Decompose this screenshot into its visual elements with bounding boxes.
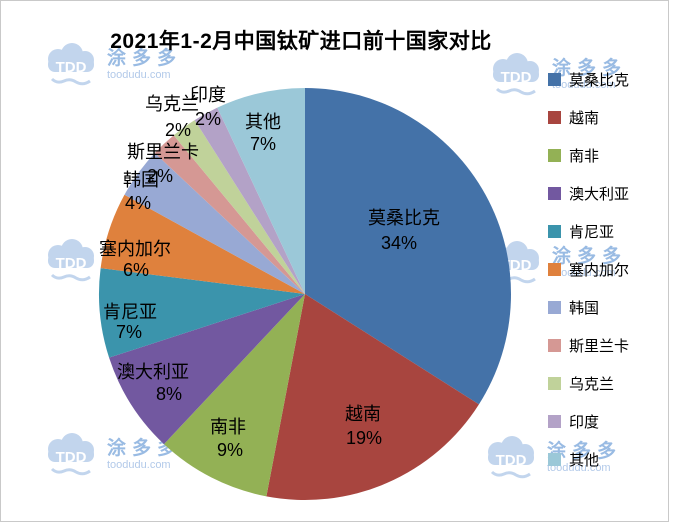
legend-swatch-icon	[548, 300, 561, 314]
legend-label: 印度	[569, 413, 600, 431]
chart-title: 2021年1-2月中国钛矿进口前十国家对比	[110, 30, 492, 53]
slice-label-percent-6: 4%	[125, 193, 151, 213]
legend-label: 其他	[569, 451, 600, 469]
legend-item-9[interactable]: 印度	[548, 402, 629, 440]
legend-label: 塞内加尔	[569, 261, 630, 279]
slice-label-percent-10: 7%	[250, 134, 276, 154]
watermark-brand: 涂多多	[107, 437, 183, 459]
tdd-logo-text: TDD	[501, 69, 532, 86]
legend-item-10[interactable]: 其他	[548, 440, 629, 478]
pie-slice-2[interactable]	[163, 294, 305, 497]
pie-slice-8[interactable]	[173, 120, 305, 294]
watermark-brand: 涂多多	[547, 440, 623, 462]
tdd-cloud-logo-icon: TDD	[48, 239, 94, 282]
watermark-url: toodudu.com	[552, 266, 616, 279]
legend-item-8[interactable]: 乌克兰	[548, 364, 629, 402]
tdd-logo-text: TDD	[496, 452, 527, 469]
legend-swatch-icon	[548, 186, 561, 200]
slice-label-name-0: 莫桑比克	[368, 208, 440, 228]
pie-slice-3[interactable]	[109, 294, 305, 445]
legend-label: 澳大利亚	[569, 185, 630, 203]
pie-slice-5[interactable]	[100, 194, 306, 294]
legend-item-6[interactable]: 韩国	[548, 288, 629, 326]
pie-slice-7[interactable]	[154, 135, 305, 294]
slice-label-percent-8: 2%	[165, 120, 191, 140]
legend-item-5[interactable]: 塞内加尔	[548, 250, 629, 288]
legend-item-2[interactable]: 南非	[548, 136, 629, 174]
watermark-brand: 涂多多	[552, 245, 628, 267]
slice-label-name-8: 乌克兰	[145, 94, 199, 114]
slice-label-name-9: 印度	[190, 85, 226, 105]
tdd-logo-text: TDD	[56, 255, 87, 272]
legend-swatch-icon	[548, 72, 561, 86]
watermark-url: toodudu.com	[107, 458, 171, 471]
pie-slice-9[interactable]	[194, 107, 305, 294]
legend-swatch-icon	[548, 452, 561, 466]
slice-label-name-6: 韩国	[123, 170, 159, 190]
slice-label-name-7: 斯里兰卡	[127, 142, 199, 162]
watermark-brand: 涂多多	[552, 57, 628, 79]
legend-item-4[interactable]: 肯尼亚	[548, 212, 629, 250]
watermark-url: toodudu.com	[552, 78, 616, 91]
watermark-url: toodudu.com	[107, 68, 171, 81]
legend-swatch-icon	[548, 148, 561, 162]
legend-item-0[interactable]: 莫桑比克	[548, 60, 629, 98]
tdd-cloud-logo-icon: TDD	[48, 433, 94, 476]
legend-swatch-icon	[548, 262, 561, 276]
legend-item-1[interactable]: 越南	[548, 98, 629, 136]
legend: 莫桑比克越南南非澳大利亚肯尼亚塞内加尔韩国斯里兰卡乌克兰印度其他	[548, 60, 629, 478]
legend-label: 肯尼亚	[569, 223, 615, 241]
pie-slice-1[interactable]	[266, 294, 479, 500]
pie-slice-10[interactable]	[217, 88, 305, 294]
legend-label: 斯里兰卡	[569, 337, 630, 355]
legend-label: 莫桑比克	[569, 71, 630, 89]
legend-swatch-icon	[548, 110, 561, 124]
pie-slice-0[interactable]	[305, 88, 511, 405]
slice-label-name-10: 其他	[245, 112, 281, 132]
tdd-cloud-logo-icon: TDD	[493, 53, 539, 96]
legend-swatch-icon	[548, 414, 561, 428]
slice-label-name-5: 塞内加尔	[99, 239, 171, 259]
tdd-logo-text: TDD	[56, 59, 87, 76]
slice-label-percent-9: 2%	[195, 109, 221, 129]
watermark-url: toodudu.com	[547, 461, 611, 474]
slice-label-percent-4: 7%	[116, 322, 142, 342]
slice-label-percent-1: 19%	[346, 428, 382, 448]
pie-slice-4[interactable]	[98, 268, 305, 358]
tdd-logo-text: TDD	[56, 449, 87, 466]
slice-label-name-3: 澳大利亚	[117, 362, 189, 382]
legend-swatch-icon	[548, 338, 561, 352]
pie-slice-6[interactable]	[124, 152, 305, 294]
tdd-cloud-logo-icon: TDD	[488, 436, 534, 479]
slice-label-percent-3: 8%	[156, 384, 182, 404]
slice-label-percent-7: 2%	[147, 166, 173, 186]
legend-item-7[interactable]: 斯里兰卡	[548, 326, 629, 364]
legend-swatch-icon	[548, 376, 561, 390]
legend-item-3[interactable]: 澳大利亚	[548, 174, 629, 212]
tdd-cloud-logo-icon: TDD	[48, 43, 94, 86]
legend-label: 乌克兰	[569, 375, 615, 393]
watermark-brand: 涂多多	[107, 47, 183, 69]
slice-label-percent-5: 6%	[123, 260, 149, 280]
legend-label: 越南	[569, 109, 600, 127]
slice-label-name-4: 肯尼亚	[103, 302, 157, 322]
slice-label-name-2: 南非	[210, 417, 246, 437]
slice-label-percent-2: 9%	[217, 440, 243, 460]
legend-label: 韩国	[569, 299, 600, 317]
slice-label-percent-0: 34%	[381, 233, 417, 253]
legend-swatch-icon	[548, 224, 561, 238]
legend-label: 南非	[569, 147, 600, 165]
slice-label-name-1: 越南	[345, 404, 381, 424]
